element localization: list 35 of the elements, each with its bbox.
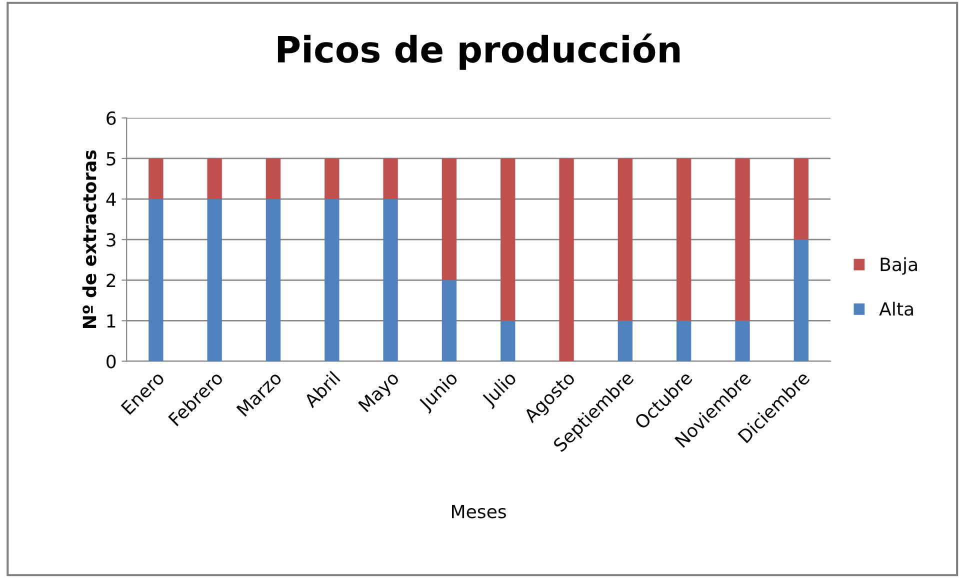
y-tick-label: 4: [106, 192, 116, 206]
bar: [266, 158, 281, 200]
bar: [383, 158, 398, 200]
chart-title: Picos de producción: [278, 33, 680, 70]
bar: [735, 320, 750, 362]
y-tick-label: 1: [107, 314, 116, 328]
y-tick-label: 5: [106, 152, 116, 166]
bar: [207, 199, 222, 362]
bar: [266, 199, 281, 362]
bar: [618, 158, 633, 321]
bar: [148, 158, 164, 200]
legend-label: Baja: [880, 257, 917, 275]
legend-label: Alta: [879, 302, 913, 316]
y-tick-label: 2: [106, 274, 116, 287]
bar: [794, 240, 808, 362]
y-axis-title: Nº de extractoras: [82, 150, 96, 328]
bar: [559, 158, 574, 362]
y-tick-label: 3: [106, 233, 116, 247]
bar: [500, 158, 516, 321]
bar: [442, 280, 457, 362]
bar: [207, 158, 222, 200]
bar: [618, 320, 633, 362]
bar: [442, 158, 457, 280]
bar: [148, 199, 164, 362]
bar: [676, 320, 692, 362]
bar: [676, 158, 692, 321]
bar: [500, 320, 516, 362]
bar: [383, 199, 398, 362]
y-tick-label: 6: [106, 111, 116, 126]
bar: [324, 158, 340, 200]
bar: [735, 158, 750, 321]
y-tick-label: 0: [106, 354, 116, 368]
x-axis-title: Meses: [452, 504, 506, 518]
bar: [794, 158, 808, 240]
bar: [324, 199, 340, 362]
